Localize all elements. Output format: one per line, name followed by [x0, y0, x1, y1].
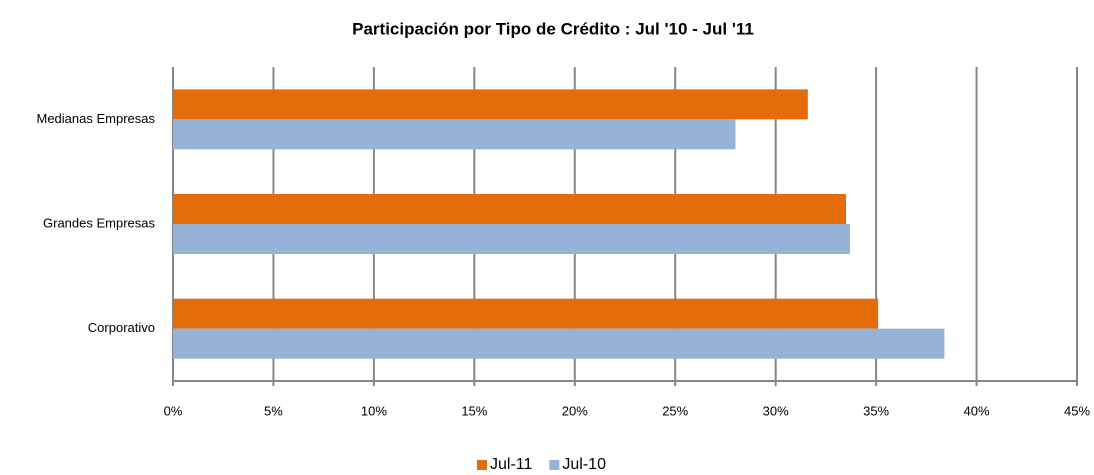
x-tick-label: 20%	[562, 403, 588, 418]
x-tick-label: 45%	[1064, 403, 1090, 418]
x-tick-label: 30%	[763, 403, 789, 418]
x-tick-label: 25%	[662, 403, 688, 418]
x-tick-label: 5%	[264, 403, 283, 418]
y-tick-label: Medianas Empresas	[37, 111, 156, 126]
bar	[173, 194, 846, 224]
bar	[173, 224, 850, 254]
legend-swatch	[549, 460, 560, 470]
bar	[173, 328, 945, 359]
bar	[173, 89, 808, 120]
x-tick-label: 15%	[461, 403, 487, 418]
y-tick-label: Corporativo	[88, 320, 155, 335]
chart-title: Participación por Tipo de Crédito : Jul …	[352, 19, 754, 38]
x-tick-label: 10%	[361, 403, 387, 418]
x-tick-label: 35%	[863, 403, 889, 418]
legend-label: Jul-11	[490, 456, 532, 473]
x-tick-label: 40%	[964, 403, 990, 418]
legend-label: Jul-10	[562, 456, 606, 473]
bar	[173, 298, 879, 329]
legend-swatch	[477, 460, 487, 470]
bar	[173, 119, 736, 150]
x-tick-label: 0%	[164, 403, 183, 418]
y-tick-label: Grandes Empresas	[43, 215, 155, 230]
